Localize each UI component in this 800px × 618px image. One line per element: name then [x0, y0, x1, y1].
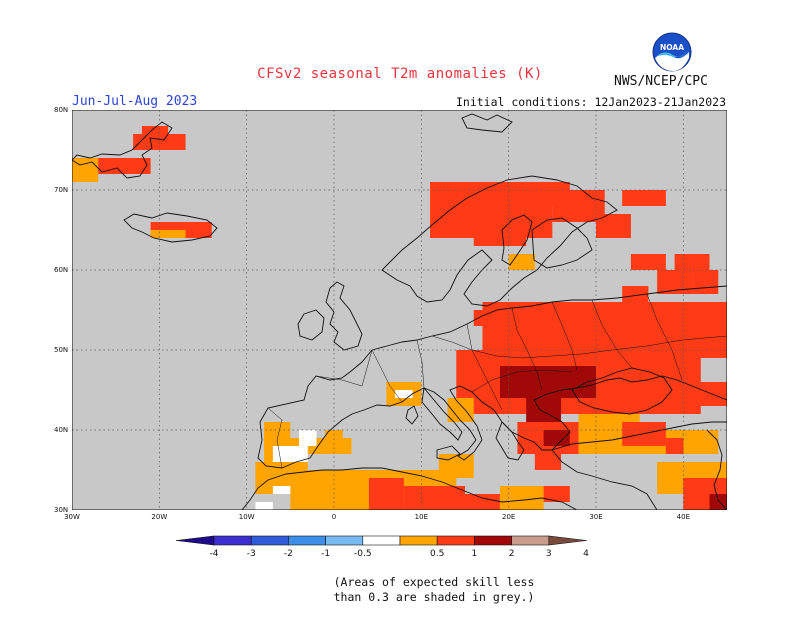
anomaly-cell — [395, 390, 413, 398]
anomaly-cell — [72, 158, 99, 182]
anomaly-cell — [255, 502, 273, 510]
coastlines — [72, 113, 727, 510]
latitude-label: 30N — [54, 506, 69, 514]
latitude-label: 80N — [54, 106, 69, 114]
anomaly-cell — [98, 158, 151, 174]
latitude-label: 70N — [54, 186, 69, 194]
colorbar-arrow-left — [175, 535, 215, 546]
colorbar-box — [288, 535, 326, 546]
initial-conditions: Initial conditions: 12Jan2023-21Jan2023 — [455, 95, 726, 109]
forecast-period: Jun-Jul-Aug 2023 — [72, 94, 198, 109]
anomaly-cell — [299, 430, 317, 446]
colorbar-arrow-right — [548, 535, 587, 546]
longitude-label: 30E — [589, 513, 603, 521]
anomaly-cell — [473, 222, 527, 246]
anomaly-cell — [674, 254, 710, 270]
anomaly-cell — [648, 318, 727, 350]
anomaly-map — [72, 110, 727, 510]
anomaly-cell — [368, 478, 404, 510]
anomaly-cell — [622, 286, 649, 310]
latitude-label: 50N — [54, 346, 69, 354]
colorbar-box — [436, 535, 475, 546]
anomaly-cell — [499, 486, 544, 510]
anomaly-cell — [150, 230, 186, 238]
noaa-logo-icon: NOAA — [652, 32, 692, 72]
colorbar-tick-label: 2 — [509, 549, 515, 559]
anomaly-cell — [630, 254, 666, 270]
colorbar-box — [362, 535, 401, 546]
anomaly-cell — [534, 310, 614, 350]
anomaly-cell — [534, 454, 562, 470]
anomaly-cell — [141, 126, 169, 134]
anomaly-cell — [683, 382, 727, 406]
skill-note-line-2: than 0.3 are shaded in grey.) — [333, 590, 535, 604]
longitude-label: 10E — [414, 513, 428, 521]
anomaly-cell — [709, 494, 727, 510]
colorbar-tick-label: 0.5 — [430, 549, 444, 559]
colorbar-tick-label: 3 — [546, 549, 552, 559]
longitude-label: 0 — [331, 513, 337, 521]
colorbar-box — [250, 535, 289, 546]
agency-label: NWS/NCEP/CPC — [614, 74, 708, 89]
colorbar-box — [213, 535, 252, 546]
anomaly-cell — [438, 454, 474, 478]
anomaly-cell — [272, 486, 291, 494]
longitude-label: 20E — [501, 513, 516, 521]
longitude-label: 20W — [151, 513, 168, 521]
anomaly-cell — [325, 430, 343, 446]
colorbar-box — [511, 535, 550, 546]
colorbar-tick-label: -4 — [210, 549, 219, 559]
colorbar-tick-label: -2 — [284, 549, 293, 559]
anomaly-cell — [272, 446, 308, 462]
gridlines — [72, 110, 727, 510]
anomaly-cell — [622, 190, 666, 206]
anomaly-cell — [692, 270, 719, 294]
anomaly-cell — [403, 486, 465, 510]
anomaly-cell — [543, 430, 570, 446]
colorbar-tick-label: 1 — [472, 549, 478, 559]
colorbar-box — [474, 535, 512, 546]
anomaly-cell — [665, 438, 684, 454]
longitude-label: 10W — [238, 513, 255, 521]
anomaly-cell — [499, 366, 596, 398]
colorbar-box — [325, 535, 364, 546]
anomaly-cell — [465, 494, 500, 510]
skill-note: (Areas of expected skill less than 0.3 a… — [0, 575, 800, 605]
colorbar-tick-label: -0.5 — [354, 549, 372, 559]
latitude-label: 40N — [54, 426, 69, 434]
longitude-label: 40E — [676, 513, 690, 521]
noaa-logo-text: NOAA — [660, 43, 684, 52]
colorbar-box — [399, 535, 438, 546]
anomaly-cell — [543, 486, 570, 502]
longitude-label: 30W — [64, 513, 80, 521]
map-title: CFSv2 seasonal T2m anomalies (K) — [257, 66, 543, 82]
colorbar-tick-label: 4 — [583, 549, 589, 559]
colorbar-tick-label: -3 — [247, 549, 256, 559]
colorbar-tick-label: -1 — [321, 549, 330, 559]
latitude-label: 60N — [54, 266, 69, 274]
skill-note-line-1: (Areas of expected skill less — [333, 575, 535, 589]
colorbar: -4 -3 -2 -1 -0.5 0.5 1 2 3 4 — [175, 535, 589, 559]
anomaly-cell — [596, 214, 631, 238]
